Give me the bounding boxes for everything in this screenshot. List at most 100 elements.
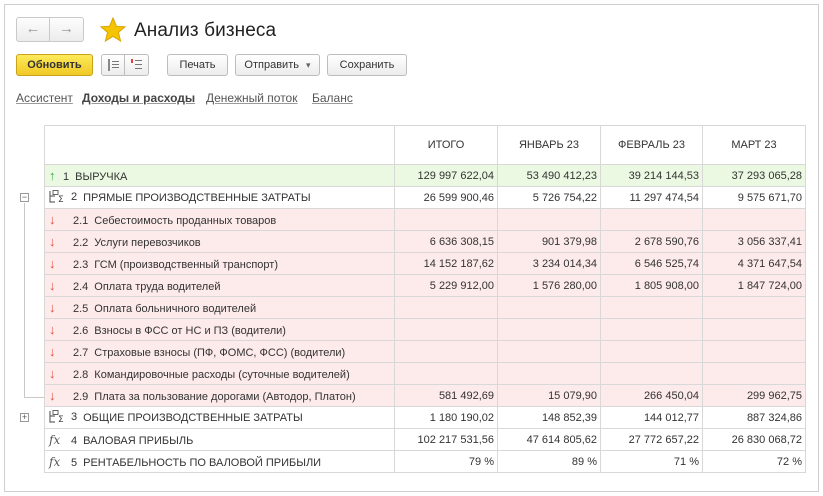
value-cell[interactable]: 79 % [394,450,498,473]
value-cell[interactable]: 266 450,04 [600,384,703,407]
value-cell[interactable]: 14 152 187,62 [394,252,498,275]
row-name-cell[interactable]: Σ 3 ОБЩИЕ ПРОИЗВОДСТВЕННЫЕ ЗАТРАТЫ [44,406,395,429]
value-cell[interactable] [497,318,601,341]
report-structure-button[interactable] [125,54,149,76]
value-cell[interactable]: 71 % [600,450,703,473]
value-cell[interactable]: 901 379,98 [497,230,601,253]
value-cell[interactable]: 2 678 590,76 [600,230,703,253]
column-header[interactable]: ФЕВРАЛЬ 23 [600,125,703,165]
value-cell[interactable] [394,362,498,385]
favorite-star-icon[interactable] [100,17,126,43]
value-cell[interactable]: 144 012,77 [600,406,703,429]
value-cell[interactable] [497,296,601,319]
value-cell[interactable] [394,208,498,231]
report-settings-button[interactable] [101,54,125,76]
value-cell[interactable] [497,340,601,363]
table-row[interactable]: ↓ 2.4 Оплата труда водителей 5 229 912,00 1 … [44,274,806,297]
table-row[interactable]: ↓ 2.9 Плата за пользование дорогами (Автод… [44,384,806,407]
row-name-cell[interactable]: ↓ 2.9 Плата за пользование дорогами (Автод… [44,384,395,407]
row-name-cell[interactable]: ↓ 2.7 Страховые взносы (ПФ, ФОМС, ФСС) (во… [44,340,395,363]
value-cell[interactable]: 5 229 912,00 [394,274,498,297]
value-cell[interactable] [497,362,601,385]
table-row[interactable]: ↓ 2.5 Оплата больничного водителей [44,296,806,319]
value-cell[interactable] [394,318,498,341]
tab-income-expenses[interactable]: Доходы и расходы [82,91,196,105]
value-cell[interactable]: 3 056 337,41 [702,230,806,253]
tab-assistant[interactable]: Ассистент [16,91,73,105]
value-cell[interactable] [702,296,806,319]
value-cell[interactable]: 11 297 474,54 [600,186,703,209]
row-name-cell[interactable]: ↓ 2.4 Оплата труда водителей [44,274,395,297]
row-name-cell[interactable]: ↓ 2.6 Взносы в ФСС от НС и ПЗ (водители) [44,318,395,341]
value-cell[interactable]: 37 293 065,28 [702,164,806,187]
value-cell[interactable]: 9 575 671,70 [702,186,806,209]
value-cell[interactable]: 1 847 724,00 [702,274,806,297]
column-header[interactable]: ИТОГО [394,125,498,165]
value-cell[interactable] [600,208,703,231]
value-cell[interactable]: 6 636 308,15 [394,230,498,253]
value-cell[interactable]: 299 962,75 [702,384,806,407]
table-row[interactable]: Σ 2 ПРЯМЫЕ ПРОИЗВОДСТВЕННЫЕ ЗАТРАТЫ 26 599 … [44,186,806,209]
save-button[interactable]: Сохранить [327,54,407,76]
value-cell[interactable]: 89 % [497,450,601,473]
value-cell[interactable]: 39 214 144,53 [600,164,703,187]
table-row[interactable]: ↓ 2.1 Себестоимость проданных товаров [44,208,806,231]
value-cell[interactable] [600,296,703,319]
table-row[interactable]: ↓ 2.2 Услуги перевозчиков 6 636 308,15 901 3… [44,230,806,253]
table-row[interactable]: ↓ 2.8 Командировочные расходы (суточные во… [44,362,806,385]
value-cell[interactable] [702,318,806,341]
send-button[interactable]: Отправить ▾ [235,54,320,76]
row-name-cell[interactable]: Σ 2 ПРЯМЫЕ ПРОИЗВОДСТВЕННЫЕ ЗАТРАТЫ [44,186,395,209]
row-name-cell[interactable]: ↓ 2.2 Услуги перевозчиков [44,230,395,253]
value-cell[interactable]: 148 852,39 [497,406,601,429]
value-cell[interactable] [702,340,806,363]
column-header[interactable]: ЯНВАРЬ 23 [497,125,601,165]
value-cell[interactable]: 15 079,90 [497,384,601,407]
value-cell[interactable] [497,208,601,231]
row-name-cell[interactable]: ↓ 2.1 Себестоимость проданных товаров [44,208,395,231]
expand-icon[interactable]: + [20,412,29,422]
refresh-button[interactable]: Обновить [16,54,93,76]
forward-arrow-icon[interactable]: → [50,17,84,42]
row-name-cell[interactable]: fx 5 РЕНТАБЕЛЬНОСТЬ ПО ВАЛОВОЙ ПРИБЫЛИ [44,450,395,473]
table-row[interactable]: Σ 3 ОБЩИЕ ПРОИЗВОДСТВЕННЫЕ ЗАТРАТЫ 1 180 19… [44,406,806,429]
tab-cash-flow[interactable]: Денежный поток [206,91,298,105]
value-cell[interactable]: 72 % [702,450,806,473]
value-cell[interactable] [702,208,806,231]
value-cell[interactable] [600,362,703,385]
value-cell[interactable]: 1 576 280,00 [497,274,601,297]
back-arrow-icon[interactable]: ← [16,17,50,42]
value-cell[interactable]: 129 997 622,04 [394,164,498,187]
value-cell[interactable]: 581 492,69 [394,384,498,407]
row-name-cell[interactable]: ↓ 2.8 Командировочные расходы (суточные во… [44,362,395,385]
column-header[interactable]: МАРТ 23 [702,125,806,165]
table-row[interactable]: fx 5 РЕНТАБЕЛЬНОСТЬ ПО ВАЛОВОЙ ПРИБЫЛИ 79 %… [44,450,806,473]
value-cell[interactable]: 27 772 657,22 [600,428,703,451]
row-name-cell[interactable]: ↓ 2.3 ГСМ (производственный транспорт) [44,252,395,275]
value-cell[interactable] [394,296,498,319]
collapse-icon[interactable]: − [20,192,29,202]
value-cell[interactable] [600,340,703,363]
value-cell[interactable]: 887 324,86 [702,406,806,429]
value-cell[interactable] [394,340,498,363]
table-row[interactable]: ↓ 2.7 Страховые взносы (ПФ, ФОМС, ФСС) (во… [44,340,806,363]
value-cell[interactable]: 26 599 900,46 [394,186,498,209]
tab-balance[interactable]: Баланс [312,91,353,105]
print-button[interactable]: Печать [167,54,228,76]
row-name-cell[interactable]: ↓ 2.5 Оплата больничного водителей [44,296,395,319]
value-cell[interactable]: 102 217 531,56 [394,428,498,451]
value-cell[interactable]: 26 830 068,72 [702,428,806,451]
value-cell[interactable]: 6 546 525,74 [600,252,703,275]
value-cell[interactable]: 1 180 190,02 [394,406,498,429]
table-row[interactable]: ↓ 2.3 ГСМ (производственный транспорт) 14 1… [44,252,806,275]
row-name-cell[interactable]: ↑ 1 ВЫРУЧКА [44,164,395,187]
value-cell[interactable] [600,318,703,341]
value-cell[interactable]: 3 234 014,34 [497,252,601,275]
value-cell[interactable] [702,362,806,385]
value-cell[interactable]: 4 371 647,54 [702,252,806,275]
value-cell[interactable]: 53 490 412,23 [497,164,601,187]
value-cell[interactable]: 47 614 805,62 [497,428,601,451]
row-name-cell[interactable]: fx 4 ВАЛОВАЯ ПРИБЫЛЬ [44,428,395,451]
table-row[interactable]: fx 4 ВАЛОВАЯ ПРИБЫЛЬ 102 217 531,56 47 614 8… [44,428,806,451]
table-row[interactable]: ↓ 2.6 Взносы в ФСС от НС и ПЗ (водители) [44,318,806,341]
